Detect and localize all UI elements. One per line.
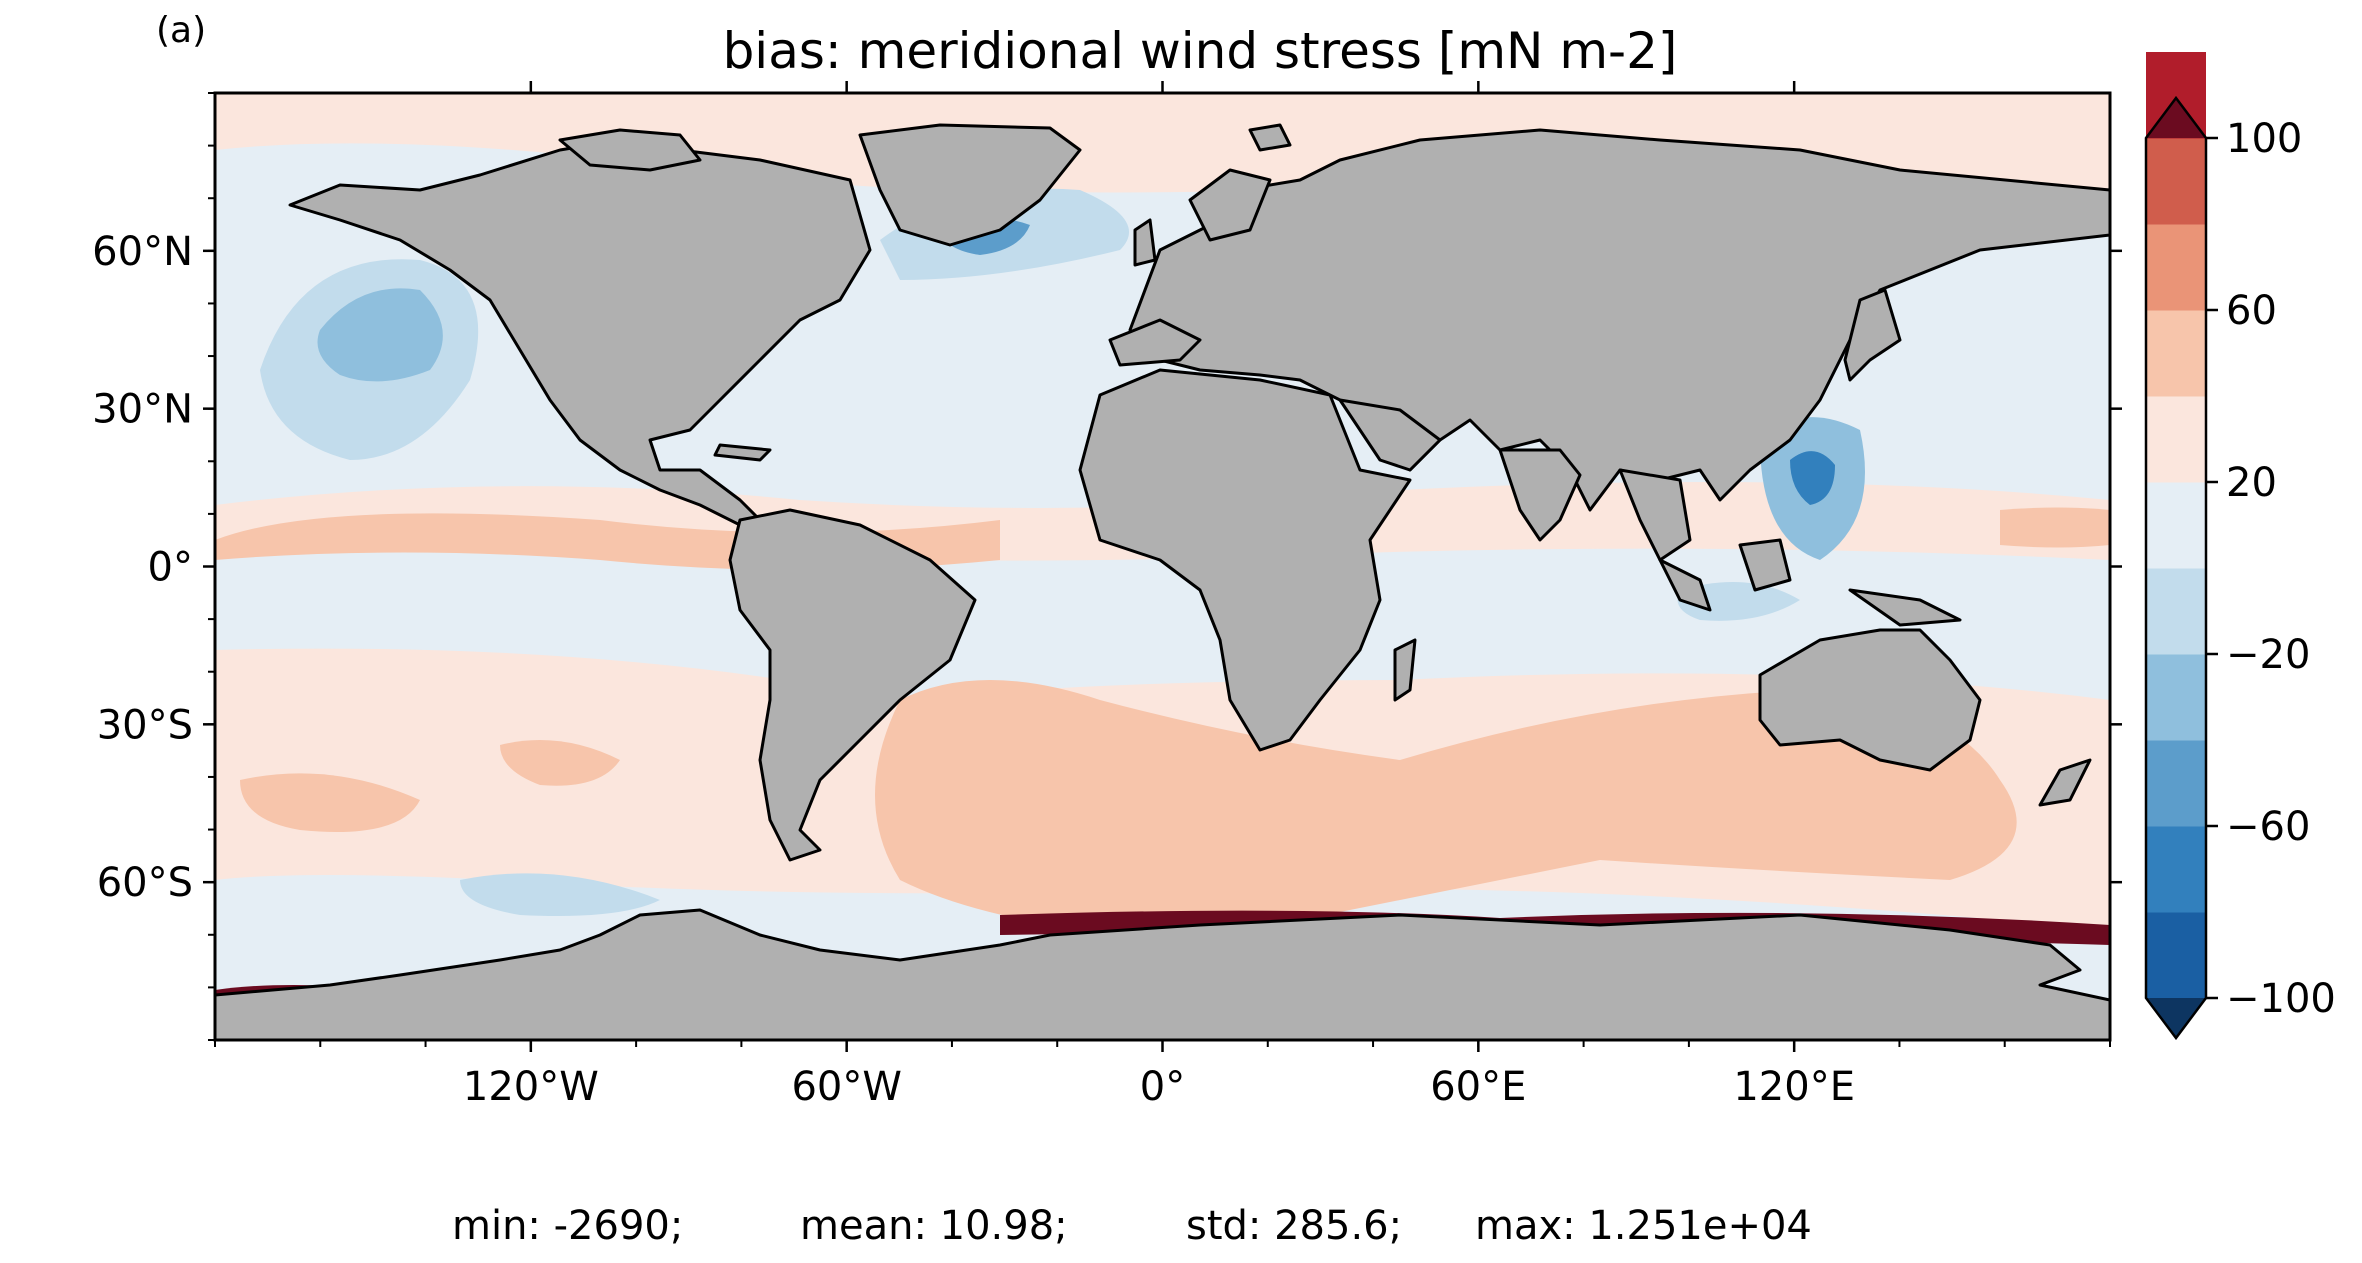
cuba (713, 443, 772, 462)
stat-max: max: 1.251e+04 (1475, 1203, 1812, 1249)
colorbar-under-arrow (2146, 998, 2206, 1038)
japan (1843, 288, 1902, 382)
y-tick-label: 30°N (92, 387, 193, 433)
colorbar-segment (2146, 224, 2206, 311)
colorbar-tick-label: −20 (2226, 632, 2310, 678)
arabia (1338, 398, 1442, 472)
australia (1758, 628, 1982, 772)
west-pacific-core (1790, 451, 1835, 505)
colorbar-segment (2146, 138, 2206, 225)
colorbar-segment (2146, 310, 2206, 397)
madagascar (1393, 638, 1417, 702)
south-ocean-positive (875, 680, 2017, 940)
y-tick-label: 30°S (97, 702, 193, 748)
colorbar-tick-label: 20 (2226, 460, 2277, 506)
north-pacific-core (317, 288, 443, 382)
colorbar-segment (2146, 482, 2206, 569)
borneo (1738, 538, 1792, 592)
x-axis: 120°W 60°W 0° 60°E 120°E (214, 81, 2111, 1110)
colorbar-segment (2146, 912, 2206, 999)
india (1498, 448, 1582, 542)
south-pacific-positive (240, 773, 420, 832)
colorbar: 100 60 20 −20 −60 −100 (2144, 52, 2336, 1041)
panel-label: (a) (156, 10, 207, 51)
plot-title: bias: meridional wind stress [mN m-2] (722, 22, 1678, 80)
stat-mean: mean: 10.98; (800, 1203, 1068, 1249)
canadian-arctic-islands (558, 128, 702, 172)
y-tick-label: 60°N (92, 229, 193, 275)
southeast-asia (1618, 468, 1692, 562)
x-tick-label: 0° (1140, 1064, 1185, 1110)
colorbar-segment (2146, 740, 2206, 827)
map-area (215, 93, 2110, 1040)
colorbar-tick-label: −60 (2226, 804, 2310, 850)
svalbard (1248, 123, 1292, 152)
x-tick-label: 120°E (1733, 1064, 1855, 1110)
colorbar-segment (2146, 396, 2206, 483)
southern-ocean-negative (460, 873, 660, 916)
colorbar-tick-label: 100 (2226, 116, 2302, 162)
y-tick-label: 0° (148, 545, 193, 591)
west-pacific-positive (2000, 507, 2110, 548)
y-axis: 60°N 30°N 0° 30°S 60°S (92, 92, 2122, 1041)
x-tick-label: 60°W (791, 1064, 901, 1110)
colorbar-segment (2146, 568, 2206, 655)
land (215, 123, 2110, 1040)
stat-std: std: 285.6; (1186, 1203, 1403, 1249)
sumatra (1658, 558, 1712, 612)
south-america (728, 508, 977, 862)
greenland (858, 123, 1082, 247)
colorbar-segment (2146, 826, 2206, 913)
south-pacific-positive-2 (500, 740, 620, 786)
colorbar-segment (2146, 654, 2206, 741)
antarctica (215, 908, 2110, 1040)
new-zealand (2038, 758, 2092, 807)
y-tick-label: 60°S (97, 860, 193, 906)
uk (1133, 218, 1157, 267)
iberia-europe (1108, 318, 1202, 367)
new-guinea (1848, 588, 1962, 627)
colorbar-tick-label: −100 (2226, 976, 2336, 1022)
stat-min: min: -2690; (452, 1203, 684, 1249)
x-tick-label: 60°E (1430, 1064, 1526, 1110)
colorbar-over-arrow (2146, 98, 2206, 138)
x-tick-label: 120°W (463, 1064, 599, 1110)
scandinavia (1188, 168, 1272, 242)
indonesia-negative (1677, 582, 1800, 621)
colorbar-tick-label: 60 (2226, 288, 2277, 334)
